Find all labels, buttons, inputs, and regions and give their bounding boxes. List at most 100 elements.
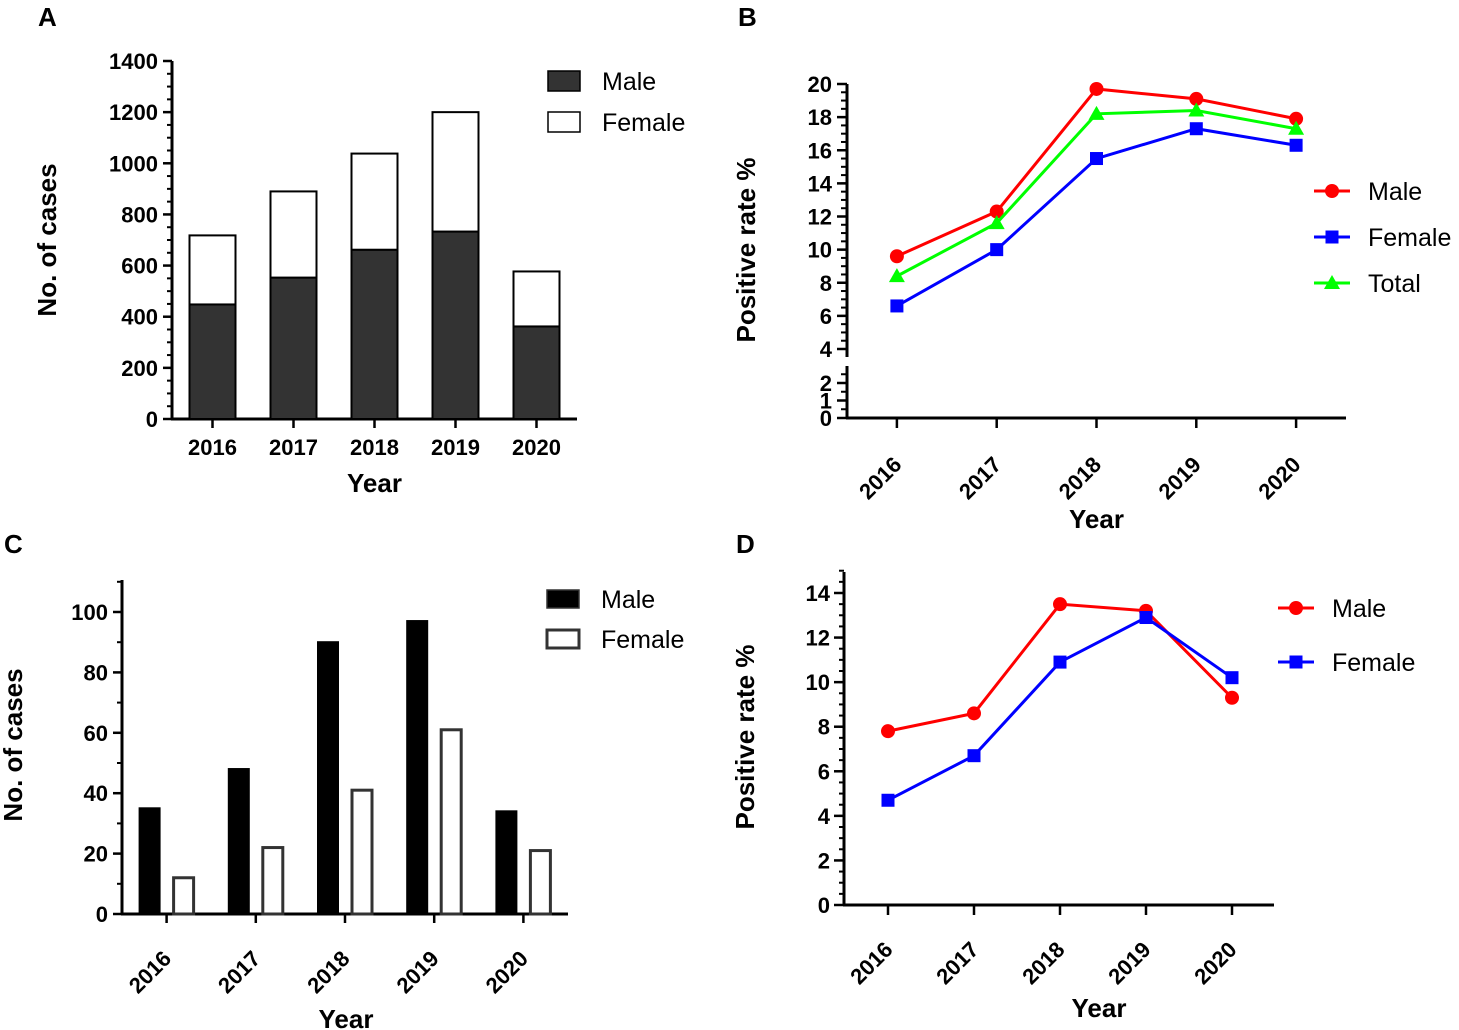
- y-tick-label: 8: [820, 271, 832, 296]
- bar-male-2020: [512, 325, 561, 420]
- y-tick-label: 0: [820, 406, 832, 431]
- x-tick-label: 2020: [1189, 937, 1241, 989]
- y-tick-label: 12: [806, 626, 830, 651]
- panel-c: 0 20 40 60 80 100 2016 2017 2018 2019 2020 Year No. …: [0, 580, 684, 1030]
- point-female-2018: [1090, 152, 1103, 166]
- x-axis-title: Year: [1072, 993, 1127, 1023]
- legend-marker-female: [1289, 655, 1303, 669]
- x-axis-title: Year: [1069, 504, 1124, 534]
- bar-male-2019: [431, 230, 480, 420]
- y-tick-label: 20: [808, 72, 832, 97]
- x-tick-label: 2017: [269, 435, 318, 460]
- bar-female-2017: [269, 190, 318, 279]
- y-tick-label: 18: [808, 105, 832, 130]
- y-tick-label: 4: [820, 337, 833, 362]
- y-tick-label: 14: [808, 171, 833, 196]
- x-tick-label: 2016: [854, 452, 906, 504]
- bar-male-2016: [188, 303, 237, 420]
- y-tick-label: 80: [84, 660, 108, 685]
- point-total-2016: [888, 268, 905, 283]
- legend-label-female: Female: [1368, 224, 1451, 252]
- x-axis-title: Year: [347, 468, 402, 498]
- y-tick-label: 100: [71, 600, 108, 625]
- x-tick-label: 2017: [954, 452, 1006, 504]
- x-tick-label: 2017: [931, 937, 983, 989]
- point-female-2020: [1289, 138, 1303, 152]
- legend-marker-male: [1289, 601, 1303, 615]
- point-female-2020: [1225, 671, 1239, 685]
- x-tick-label: 2019: [431, 435, 480, 460]
- point-male-2016: [881, 724, 895, 739]
- legend-marker-female: [1325, 230, 1339, 244]
- bar-female-2018: [350, 788, 374, 916]
- x-axis-title: Year: [319, 1004, 374, 1030]
- y-tick-label: 8: [818, 715, 830, 740]
- y-tick-label: 16: [808, 138, 832, 163]
- y-tick-label: 10: [806, 670, 830, 695]
- y-tick-label: 800: [121, 202, 158, 227]
- y-tick-label: 10: [808, 238, 832, 263]
- bar-female-2018: [350, 152, 399, 251]
- x-tick-label: 2016: [845, 937, 897, 989]
- x-tick-label: 2018: [302, 946, 354, 998]
- legend-label-female: Female: [602, 109, 685, 137]
- bar-female-2016: [188, 234, 237, 306]
- y-tick-label: 1400: [109, 49, 158, 74]
- y-axis-title: No. of cases: [0, 668, 28, 821]
- legend-swatch-female: [545, 628, 581, 650]
- bar-male-2016: [138, 807, 161, 915]
- y-tick-label: 4: [818, 804, 831, 829]
- legend-label-male: Male: [1332, 595, 1386, 623]
- y-tick-label: 1000: [109, 151, 158, 176]
- point-female-2019: [1139, 611, 1153, 625]
- legend-label-total: Total: [1368, 270, 1421, 298]
- y-tick-label: 400: [121, 305, 158, 330]
- legend-swatch-male: [546, 589, 580, 609]
- point-male-2017: [967, 706, 981, 721]
- bar-female-2019: [431, 111, 480, 233]
- point-female-2017: [990, 243, 1004, 257]
- y-tick-label: 200: [121, 356, 158, 381]
- panel-letter-c: C: [4, 529, 23, 559]
- y-tick-label: 60: [84, 721, 108, 746]
- point-male-2018: [1053, 597, 1067, 612]
- legend-marker-total: [1324, 275, 1340, 289]
- point-female-2016: [890, 299, 904, 313]
- y-tick-label: 1: [820, 389, 832, 414]
- point-total-2019: [1188, 102, 1205, 117]
- x-tick-label: 2019: [1103, 937, 1155, 989]
- point-total-2018: [1088, 105, 1105, 120]
- point-female-2018: [1053, 655, 1067, 669]
- y-tick-label: 2: [818, 848, 830, 873]
- panel-letter-b: B: [738, 2, 757, 32]
- legend-label-male: Male: [602, 68, 656, 96]
- panel-d: 0 2 4 6 8 10 12 14 2016 2017 2018 2019 2020 Year Posit…: [730, 569, 1415, 1023]
- point-male-2017: [989, 204, 1004, 219]
- x-tick-label: 2020: [512, 435, 561, 460]
- y-tick-label: 6: [818, 759, 830, 784]
- y-tick-label: 2: [820, 371, 832, 396]
- point-male-2019: [1189, 91, 1204, 106]
- point-female-2016: [881, 793, 895, 807]
- panel-letter-d: D: [736, 529, 755, 559]
- x-tick-label: 2019: [391, 946, 443, 998]
- x-tick-label: 2016: [124, 946, 176, 998]
- bar-female-2017: [261, 846, 285, 916]
- y-axis-title: Positive rate %: [730, 645, 760, 830]
- point-male-2018: [1089, 81, 1104, 96]
- x-tick-label: 2020: [481, 946, 533, 998]
- x-tick-label: 2018: [1017, 937, 1069, 989]
- legend-label-female: Female: [601, 626, 684, 654]
- x-tick-label: 2020: [1253, 452, 1305, 504]
- bar-female-2020: [512, 270, 561, 328]
- bar-male-2018: [350, 248, 399, 420]
- y-tick-label: 1200: [109, 100, 158, 125]
- legend-marker-male: [1325, 184, 1339, 198]
- legend-swatch-male: [547, 70, 581, 92]
- point-total-2017: [988, 215, 1005, 230]
- legend-label-male: Male: [601, 586, 655, 614]
- point-male-2020: [1289, 111, 1304, 126]
- bar-male-2017: [227, 768, 250, 915]
